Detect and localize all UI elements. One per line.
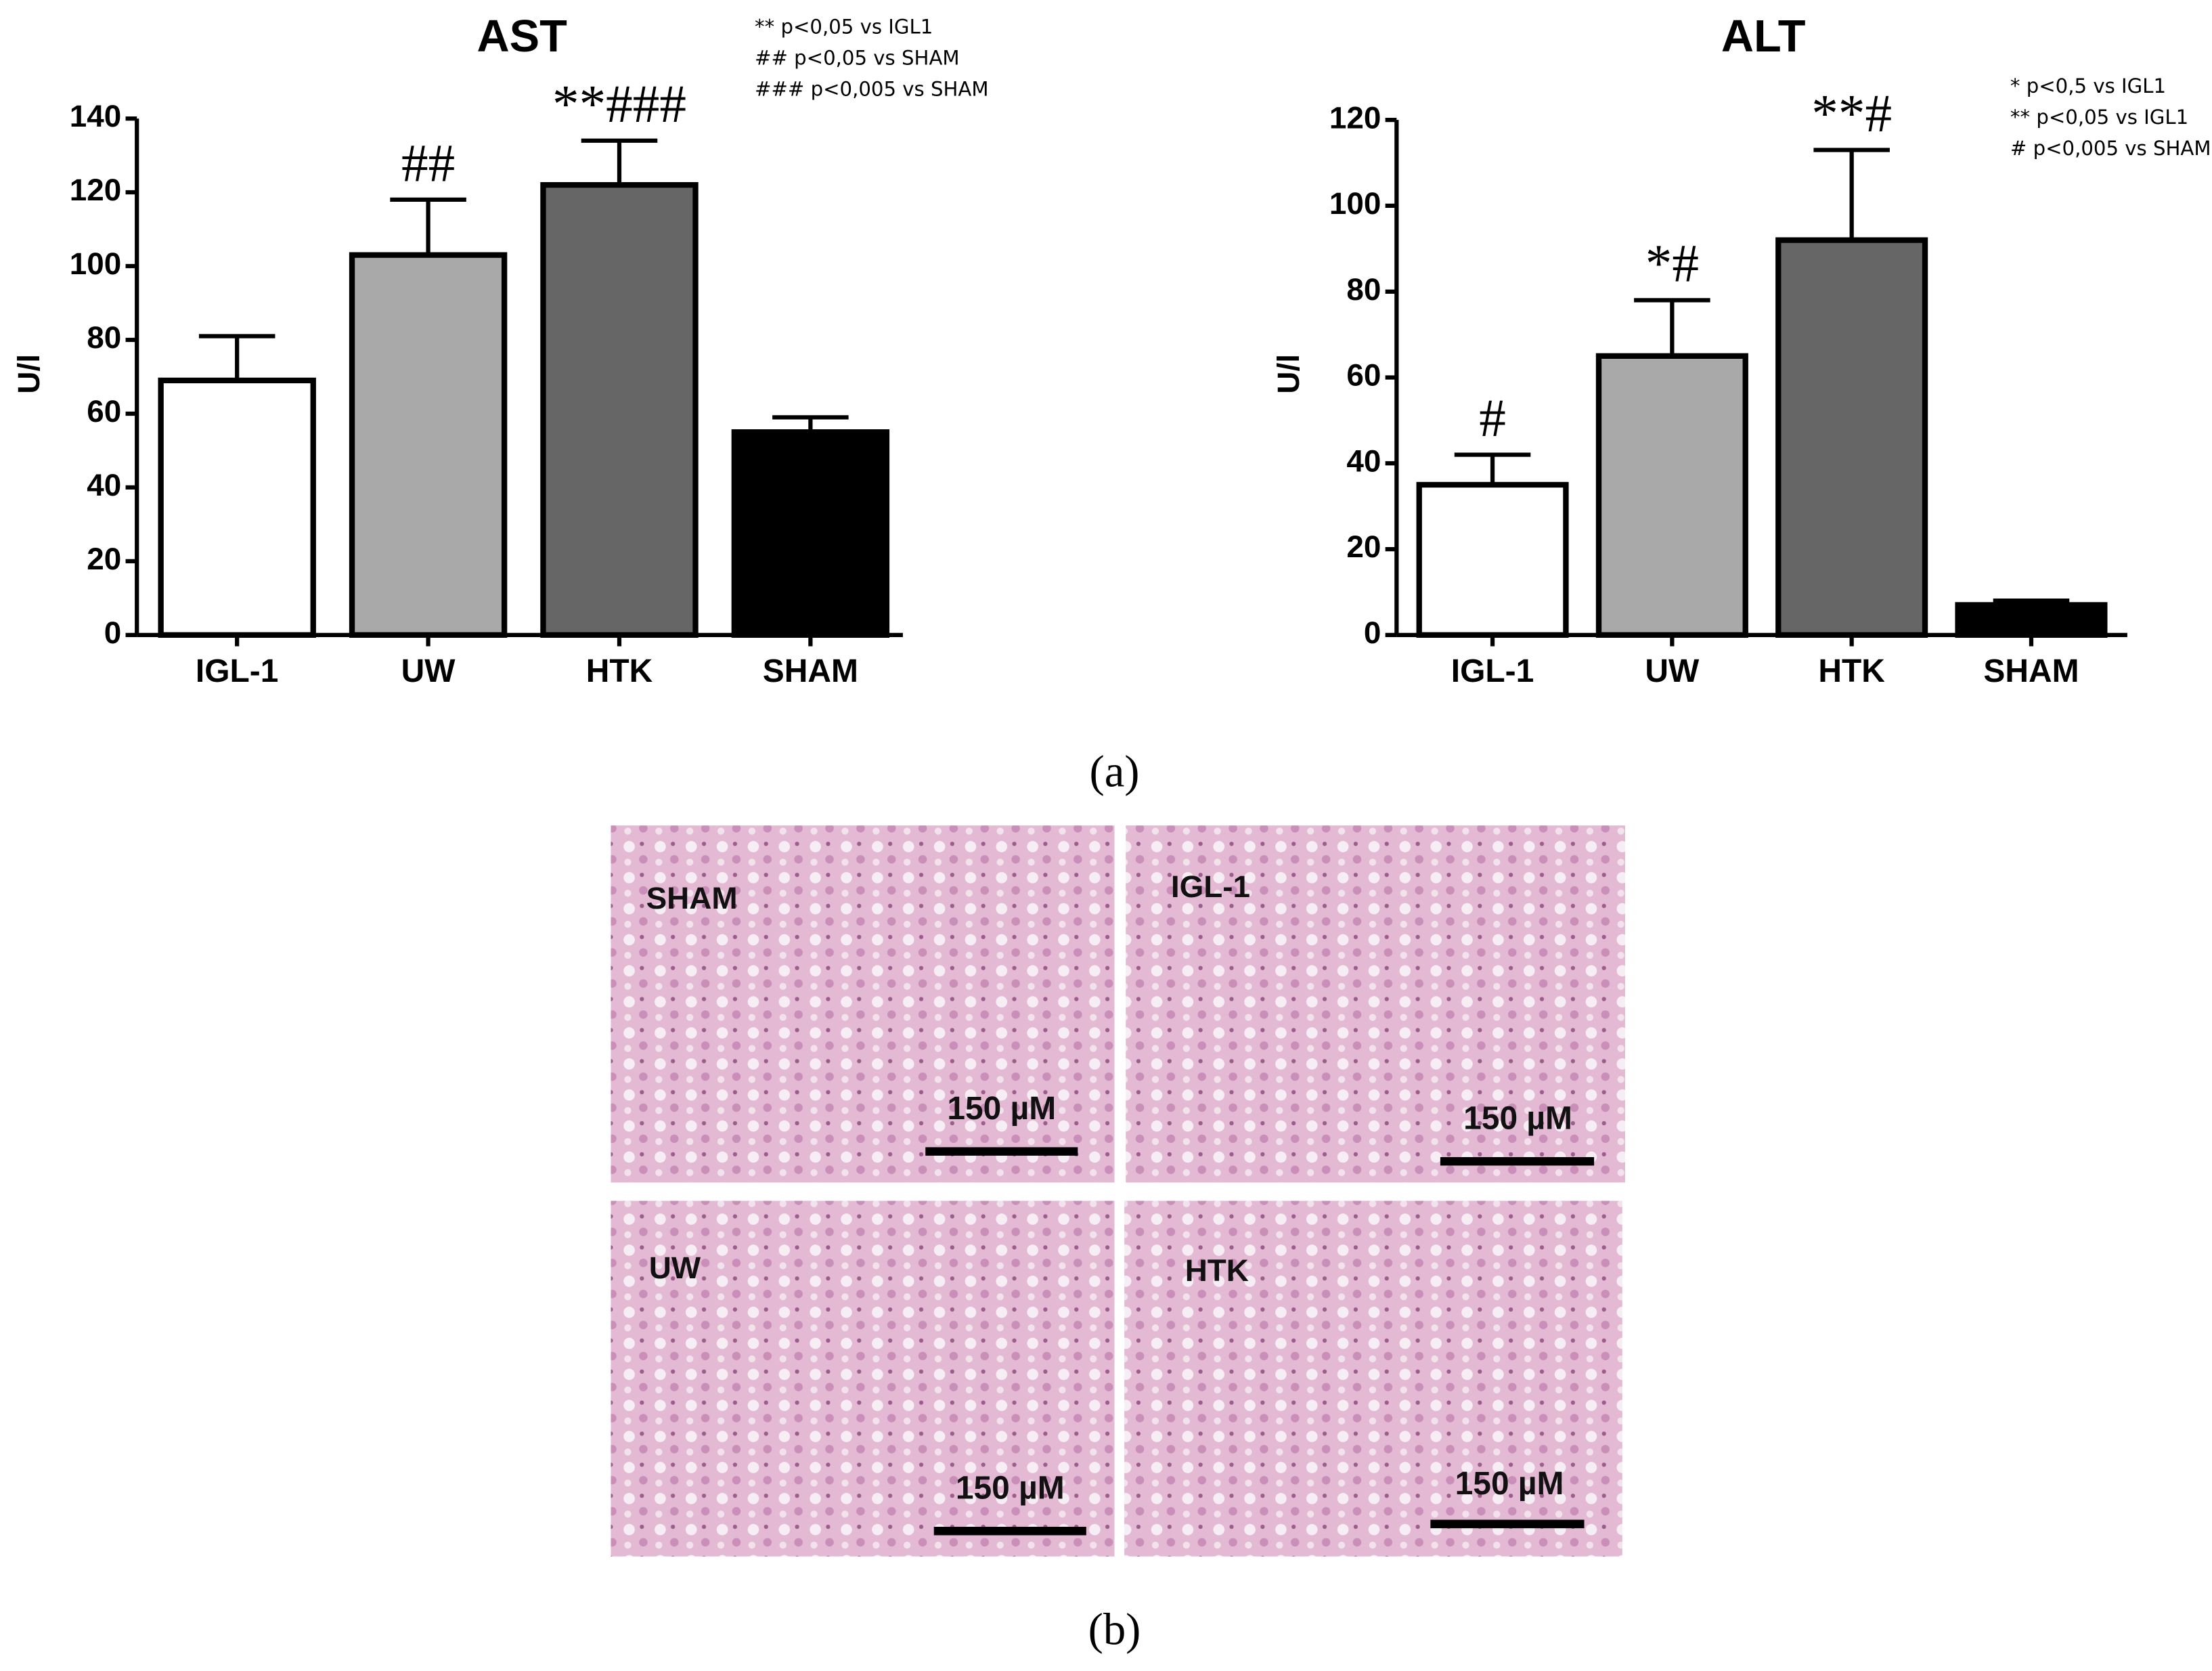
y-tick-label: 80 xyxy=(1346,272,1381,307)
scale-label: 150 µM xyxy=(947,1091,1056,1127)
y-tick-label: 120 xyxy=(70,172,122,207)
x-tick-label: IGL-1 xyxy=(196,653,278,689)
x-tick-label: SHAM xyxy=(1983,653,2079,689)
x-tick-label: UW xyxy=(401,653,456,689)
bar xyxy=(158,377,316,638)
y-tick-label: 140 xyxy=(70,98,122,133)
micrograph-label: HTK xyxy=(1185,1253,1249,1288)
note: ** p<0,05 vs IGL1 xyxy=(2010,106,2188,129)
bar xyxy=(1595,353,1748,638)
scale-label: 150 µM xyxy=(1463,1100,1572,1136)
x-tick-label: UW xyxy=(1645,653,1700,689)
bar xyxy=(1416,481,1569,638)
annotation: **# xyxy=(1811,84,1892,144)
x-tick-label: SHAM xyxy=(763,653,858,689)
micrograph xyxy=(1126,825,1625,1183)
x-tick-label: IGL-1 xyxy=(1451,653,1534,689)
bar xyxy=(1775,237,1928,638)
x-tick-label: HTK xyxy=(586,653,653,689)
micrograph xyxy=(611,1200,1115,1557)
y-tick-label: 100 xyxy=(70,246,122,281)
y-tick-label: 40 xyxy=(87,467,121,502)
bar xyxy=(540,181,699,638)
bar xyxy=(1955,602,2108,638)
y-tick-label: 40 xyxy=(1346,443,1381,478)
y-tick-label: 20 xyxy=(1346,529,1381,564)
panel-label: (b) xyxy=(1088,1605,1141,1655)
y-tick-label: 80 xyxy=(87,320,121,355)
annotation: *# xyxy=(1645,234,1699,294)
micrograph-label: IGL-1 xyxy=(1171,869,1250,904)
y-tick-label: 60 xyxy=(1346,357,1381,393)
chart-title: ALT xyxy=(1721,12,1806,62)
annotation: **### xyxy=(552,74,686,134)
y-axis-label: U/l xyxy=(1270,354,1306,394)
note: ** p<0,05 vs IGL1 xyxy=(755,16,933,39)
chart-title: AST xyxy=(477,12,567,62)
y-axis-label: U/l xyxy=(11,354,46,394)
y-tick-label: 120 xyxy=(1329,100,1381,135)
y-tick-label: 0 xyxy=(1364,615,1381,650)
y-tick-label: 100 xyxy=(1329,186,1381,221)
y-tick-label: 0 xyxy=(104,615,122,650)
micrograph-label: UW xyxy=(649,1250,701,1285)
x-tick-label: HTK xyxy=(1818,653,1885,689)
bar xyxy=(731,429,890,638)
micrograph xyxy=(611,825,1115,1183)
y-tick-label: 60 xyxy=(87,393,121,429)
note: * p<0,5 vs IGL1 xyxy=(2010,74,2166,97)
scale-label: 150 µM xyxy=(1455,1466,1564,1502)
panel-label: (a) xyxy=(1089,747,1139,797)
annotation: # xyxy=(1479,389,1506,448)
note: ### p<0,005 vs SHAM xyxy=(755,77,988,100)
scale-label: 150 µM xyxy=(956,1470,1065,1506)
annotation: ## xyxy=(401,133,455,193)
micrograph xyxy=(1124,1200,1622,1557)
bar xyxy=(349,252,508,638)
note: ## p<0,05 vs SHAM xyxy=(755,47,960,70)
note: # p<0,005 vs SHAM xyxy=(2010,137,2211,160)
micrograph-label: SHAM xyxy=(646,880,738,915)
y-tick-label: 20 xyxy=(87,541,121,576)
